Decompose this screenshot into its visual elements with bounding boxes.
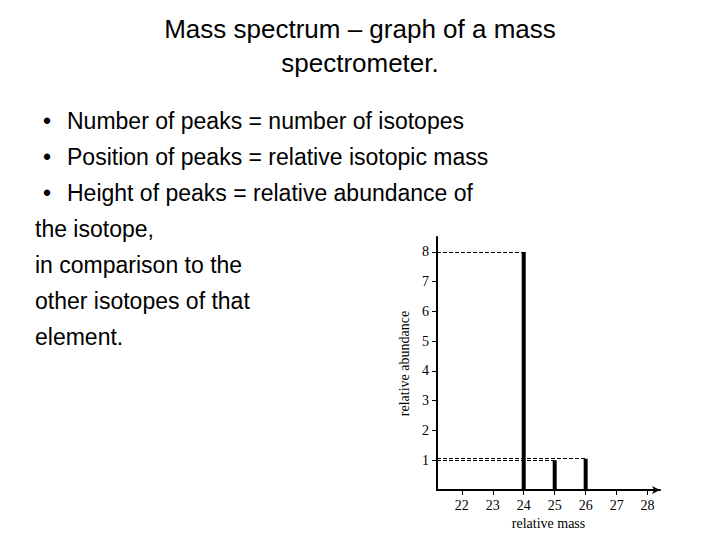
svg-text:25: 25 (548, 498, 562, 513)
svg-text:3: 3 (422, 393, 429, 408)
svg-text:6: 6 (422, 304, 429, 319)
svg-text:1: 1 (422, 453, 429, 468)
svg-text:5: 5 (422, 334, 429, 349)
svg-text:28: 28 (641, 498, 655, 513)
html-text:Position of peaks = relative i: Position of peaks = relative isotopic ma… (67, 144, 489, 170)
svg-text:8: 8 (422, 244, 429, 259)
html-text:in comparison to the: in comparison to the (35, 252, 243, 278)
svg-text:relative mass: relative mass (512, 516, 585, 531)
html-text:Mass spectrum – graph of a mas: Mass spectrum – graph of a mass spectrom… (164, 14, 556, 78)
svg-text:2: 2 (422, 423, 429, 438)
svg-text:26: 26 (579, 498, 593, 513)
svg-text:27: 27 (610, 498, 624, 513)
svg-text:24: 24 (517, 498, 531, 513)
svg-text:relative abundance: relative abundance (397, 311, 412, 416)
html-text:other isotopes of that: other isotopes of that (35, 288, 250, 314)
html-text:Height of peaks = relative abu: Height of peaks = relative abundance of (67, 180, 473, 206)
html-text:the isotope,: the isotope, (35, 216, 154, 242)
svg-text:7: 7 (422, 274, 429, 289)
svg-text:4: 4 (422, 363, 429, 378)
svg-text:23: 23 (486, 498, 500, 513)
svg-text:22: 22 (455, 498, 469, 513)
html-text:element.: element. (35, 324, 124, 350)
html-text:Number of peaks = number of is: Number of peaks = number of isotopes (67, 108, 464, 134)
